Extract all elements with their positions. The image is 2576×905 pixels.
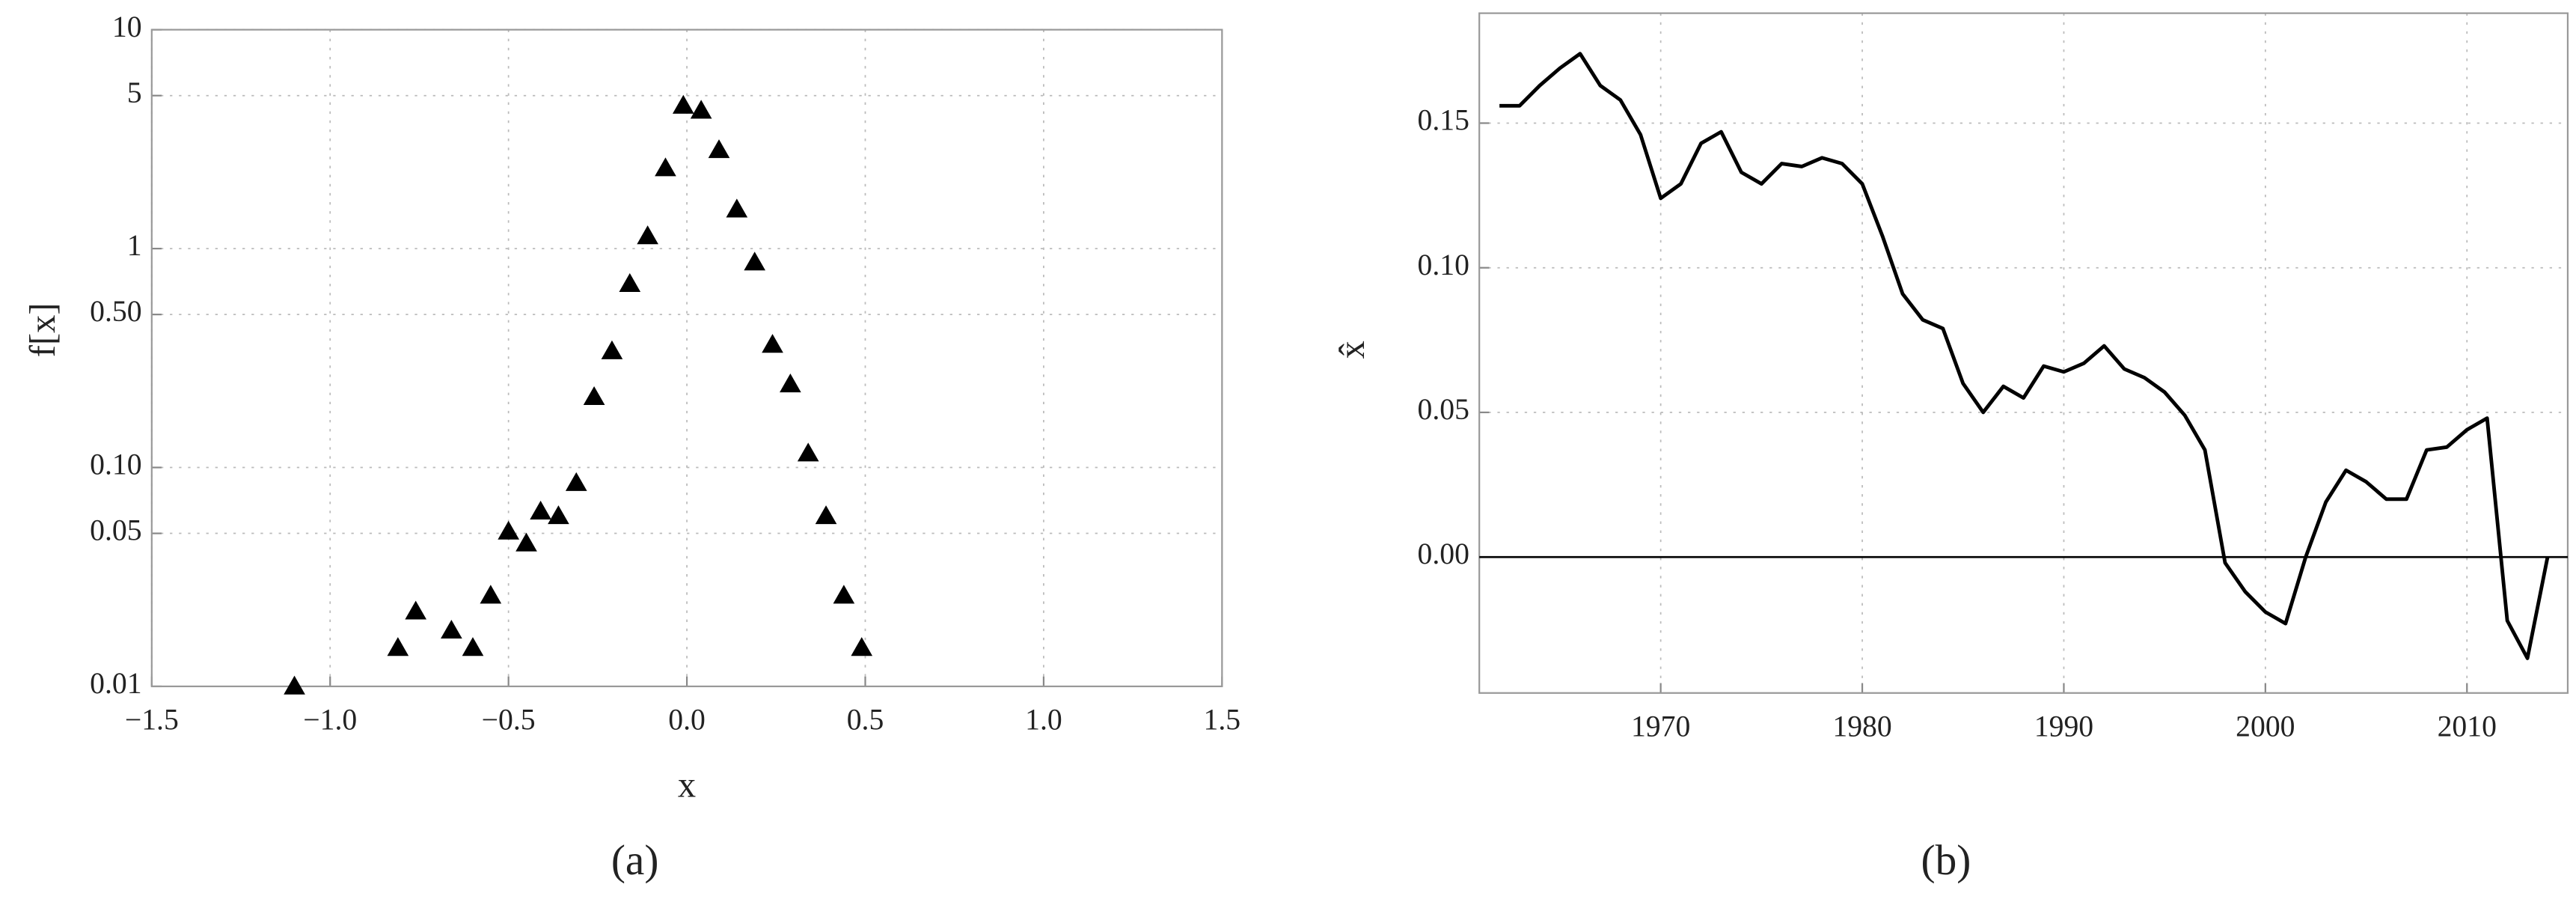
x-tick-label: 1990 [2034, 710, 2093, 743]
y-tick-label: 0.05 [1418, 393, 1469, 426]
y-tick-label: 5 [127, 76, 142, 109]
marker [530, 500, 551, 519]
y-tick-label: 0.15 [1418, 104, 1469, 137]
x-axis-label: x [678, 766, 696, 805]
plot-frame [150, 28, 1223, 688]
marker [480, 585, 502, 604]
marker [284, 675, 305, 695]
marker [690, 100, 712, 119]
x-tick-label: 2000 [2236, 710, 2295, 743]
marker [637, 225, 658, 245]
marker [726, 198, 748, 218]
x-tick-label: 1980 [1832, 710, 1891, 743]
marker [565, 472, 587, 491]
marker [851, 637, 873, 656]
y-tick-label: 1 [127, 229, 142, 262]
y-tick-label: 0.01 [90, 667, 141, 700]
x-tick-label: 1970 [1631, 710, 1690, 743]
marker [619, 272, 641, 292]
marker [797, 442, 819, 462]
x-tick-label: 2010 [2438, 710, 2497, 743]
y-tick-label: 0.10 [90, 448, 141, 481]
marker [405, 600, 427, 620]
caption: (a) [611, 837, 659, 884]
x-tick-label: 0.5 [847, 704, 884, 737]
marker [780, 374, 801, 393]
x-tick-label: −1.0 [303, 704, 357, 737]
y-axis-label: f[x] [23, 302, 63, 357]
marker [515, 532, 537, 552]
marker [387, 637, 409, 656]
x-tick-label: −0.5 [482, 704, 536, 737]
y-tick-label: 0.10 [1418, 249, 1469, 281]
marker [815, 505, 837, 525]
marker [498, 520, 519, 540]
marker [462, 637, 484, 656]
marker [583, 386, 605, 406]
y-tick-label: 0.50 [90, 295, 141, 328]
series-line [1499, 52, 2550, 660]
y-tick-label: 10 [112, 10, 142, 43]
caption: (b) [1921, 837, 1971, 884]
marker [708, 139, 730, 159]
marker [762, 334, 783, 353]
marker [655, 157, 676, 177]
x-tick-label: 1.0 [1025, 704, 1062, 737]
plot-frame [1478, 12, 2569, 694]
x-tick-label: −1.5 [125, 704, 179, 737]
marker [601, 340, 623, 359]
marker [548, 505, 569, 525]
y-tick-label: 0.05 [90, 514, 141, 547]
x-tick-label: 0.0 [668, 704, 706, 737]
marker [441, 619, 462, 639]
marker [833, 585, 855, 604]
marker [744, 252, 765, 271]
x-tick-label: 1.5 [1204, 704, 1241, 737]
y-axis-label: x̂ [1333, 341, 1372, 359]
y-tick-label: 0.00 [1418, 537, 1469, 570]
marker [672, 94, 694, 114]
